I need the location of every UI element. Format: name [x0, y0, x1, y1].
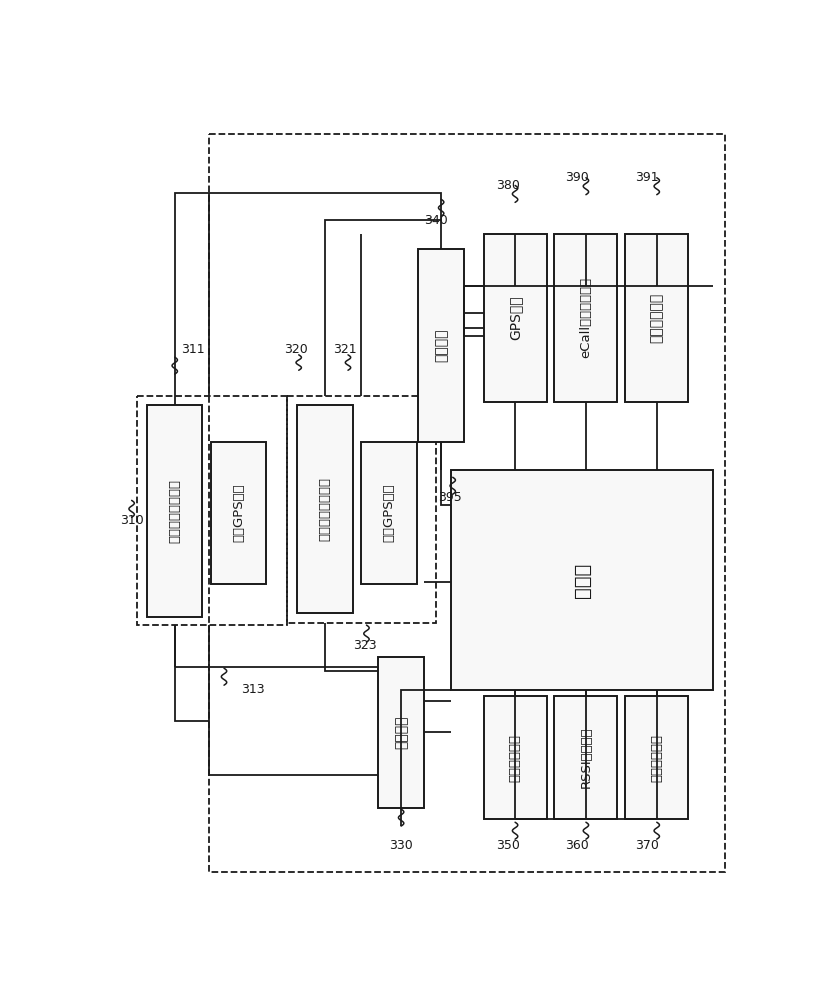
Bar	[211, 442, 266, 584]
Bar	[626, 696, 688, 819]
Text: 380: 380	[496, 179, 520, 192]
Bar	[418, 249, 464, 442]
Bar	[626, 234, 688, 402]
Bar	[554, 696, 617, 819]
Text: 313: 313	[241, 683, 265, 696]
Bar	[209, 134, 724, 872]
Bar	[147, 405, 203, 617]
Text: 311: 311	[181, 343, 205, 356]
Text: RSSI比较模块: RSSI比较模块	[580, 727, 593, 788]
Text: 310: 310	[120, 514, 144, 527]
Bar	[361, 442, 416, 584]
Text: 第一开关: 第一开关	[394, 716, 408, 749]
Bar	[297, 405, 352, 613]
Text: 故障感测模块: 故障感测模块	[649, 293, 663, 343]
Text: 内部GPS天线: 内部GPS天线	[383, 484, 395, 542]
Text: 340: 340	[424, 214, 447, 227]
Text: 323: 323	[353, 639, 377, 652]
Bar	[484, 696, 547, 819]
Text: 330: 330	[389, 839, 413, 852]
Text: 390: 390	[565, 171, 589, 184]
Text: 内部移动通信天线: 内部移动通信天线	[319, 477, 332, 541]
Text: 360: 360	[565, 839, 589, 852]
Text: 第二开关: 第二开关	[434, 329, 448, 362]
Text: 391: 391	[635, 171, 658, 184]
Text: 395: 395	[438, 491, 462, 504]
Text: 320: 320	[284, 343, 308, 356]
Text: 外部移动通信天线: 外部移动通信天线	[168, 479, 181, 543]
Text: 碌击感测模块: 碌击感测模块	[650, 734, 663, 782]
Bar	[484, 234, 547, 402]
Text: GPS模块: GPS模块	[508, 296, 522, 340]
Text: 350: 350	[496, 839, 520, 852]
Text: 外部GPS天线: 外部GPS天线	[232, 484, 245, 542]
Bar	[287, 396, 436, 623]
Text: 移动通信模块: 移动通信模块	[508, 734, 521, 782]
Bar	[452, 470, 713, 690]
Bar	[554, 234, 617, 402]
Text: 321: 321	[333, 343, 357, 356]
Text: 370: 370	[635, 839, 658, 852]
Text: 控制器: 控制器	[572, 562, 592, 598]
Bar	[137, 396, 287, 625]
Text: eCall按鈕输入模块: eCall按鈕输入模块	[580, 277, 593, 358]
Bar	[378, 657, 424, 808]
